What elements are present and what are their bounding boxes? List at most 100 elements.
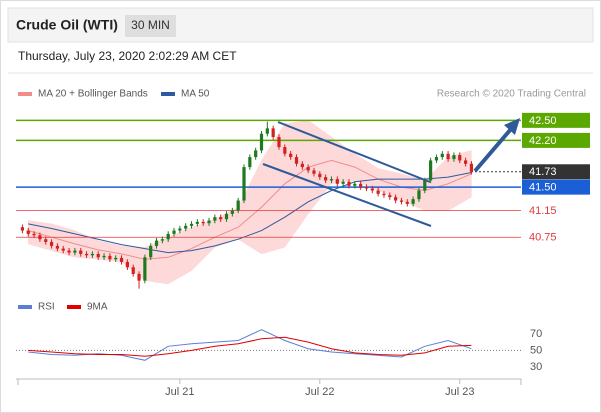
forecast-arrow bbox=[473, 127, 513, 173]
candle-body bbox=[207, 220, 211, 224]
timeframe-badge bbox=[125, 15, 176, 37]
bollinger-band bbox=[284, 120, 309, 249]
candle-body bbox=[265, 128, 269, 134]
candle-body bbox=[335, 179, 339, 184]
level-label-box bbox=[522, 132, 590, 148]
candle-body bbox=[464, 160, 468, 164]
candle-body bbox=[458, 155, 462, 161]
y-tick-label: 30 bbox=[530, 361, 542, 373]
candle-body bbox=[440, 153, 444, 158]
candle-body bbox=[49, 241, 54, 246]
legend-label: MA 50 bbox=[181, 89, 210, 100]
candle-body bbox=[213, 217, 217, 221]
legend-swatch bbox=[67, 305, 81, 309]
timeframe: 30 MIN bbox=[131, 18, 170, 32]
candle-body bbox=[347, 181, 351, 186]
legend-label: MA 20 + Bollinger Bands bbox=[38, 89, 148, 100]
candle-body bbox=[44, 239, 48, 242]
candle-body bbox=[189, 223, 194, 226]
candle-body bbox=[289, 153, 293, 158]
candle-body bbox=[125, 261, 129, 268]
candle-body bbox=[376, 190, 380, 194]
candle-body bbox=[131, 267, 135, 274]
title: Crude Oil (WTI) bbox=[16, 17, 118, 33]
candle-body bbox=[294, 157, 299, 164]
legend-label: 9MA bbox=[87, 302, 108, 313]
legend-swatch bbox=[18, 305, 32, 309]
candle-body bbox=[359, 183, 363, 188]
price-panel: 42.50 42.20 41.73 41.50 41.15 40.75 bbox=[16, 112, 590, 289]
candle-body bbox=[219, 217, 223, 220]
candle-body bbox=[306, 167, 310, 171]
level-label: 41.73 bbox=[529, 166, 557, 178]
candle-body bbox=[32, 233, 36, 236]
candle-body bbox=[108, 255, 112, 260]
y-tick-label: 50 bbox=[530, 344, 542, 356]
candle-body bbox=[102, 255, 106, 258]
candle-body bbox=[259, 133, 264, 151]
level-label: 42.20 bbox=[529, 135, 557, 147]
level-label: 41.15 bbox=[529, 205, 557, 217]
rsi-panel: 70 50 30 bbox=[16, 328, 542, 373]
candle-body bbox=[405, 201, 409, 204]
candle-body bbox=[423, 180, 427, 191]
level-label-box bbox=[522, 164, 590, 180]
y-tick-label: 70 bbox=[530, 328, 542, 340]
header-bar bbox=[7, 7, 594, 43]
date: Thursday, July 23, 2020 2:02:29 AM CET bbox=[18, 49, 237, 63]
candle-body bbox=[38, 235, 42, 240]
level-label-box bbox=[522, 112, 590, 128]
candle-body bbox=[79, 250, 83, 254]
candle-body bbox=[388, 195, 392, 198]
candle-body bbox=[370, 188, 374, 191]
candle-body bbox=[446, 153, 450, 160]
candle-body bbox=[172, 230, 176, 234]
candle-body bbox=[84, 253, 89, 256]
candle-body bbox=[61, 248, 65, 251]
bollinger-band bbox=[261, 122, 286, 255]
candle-body bbox=[55, 245, 60, 249]
candle-body bbox=[166, 233, 170, 240]
source: Research © 2020 Trading Central bbox=[437, 89, 586, 100]
candle-body bbox=[329, 179, 334, 181]
candle-body bbox=[300, 163, 304, 168]
channel-line bbox=[277, 121, 431, 183]
candle-body bbox=[242, 167, 246, 201]
candle-body bbox=[312, 170, 316, 174]
candle-body bbox=[271, 128, 275, 138]
candle-body bbox=[184, 225, 188, 229]
candle-body bbox=[469, 163, 474, 172]
level-label: 40.75 bbox=[529, 232, 557, 244]
candle-body bbox=[230, 210, 234, 214]
candle-body bbox=[411, 199, 415, 204]
bollinger-band bbox=[424, 156, 449, 211]
candle-body bbox=[318, 173, 322, 178]
channel-line bbox=[262, 163, 432, 227]
rsi-ma-line bbox=[28, 336, 472, 357]
legend-swatch bbox=[18, 92, 32, 96]
candle-body bbox=[143, 257, 147, 281]
candle-body bbox=[67, 250, 71, 253]
candle-body bbox=[224, 213, 229, 220]
legend-label: RSI bbox=[38, 302, 55, 313]
level-label: 41.50 bbox=[529, 182, 557, 194]
candle-body bbox=[324, 177, 328, 181]
candle-body bbox=[26, 230, 30, 234]
candle-body bbox=[178, 228, 182, 231]
x-tick-label: Jul 22 bbox=[305, 386, 334, 398]
ma20-line bbox=[28, 159, 472, 260]
candle-body bbox=[283, 147, 287, 154]
candle-body bbox=[254, 150, 258, 158]
candle-body bbox=[434, 157, 439, 161]
candle-body bbox=[119, 257, 124, 262]
bollinger-band bbox=[237, 160, 262, 255]
ma50-line bbox=[28, 172, 472, 254]
candle-body bbox=[399, 200, 404, 202]
candle-body bbox=[236, 200, 240, 211]
candle-body bbox=[394, 197, 398, 201]
candle-body bbox=[452, 155, 456, 160]
candle-body bbox=[137, 273, 141, 281]
candle-body bbox=[195, 221, 199, 224]
bollinger-band bbox=[191, 218, 216, 272]
